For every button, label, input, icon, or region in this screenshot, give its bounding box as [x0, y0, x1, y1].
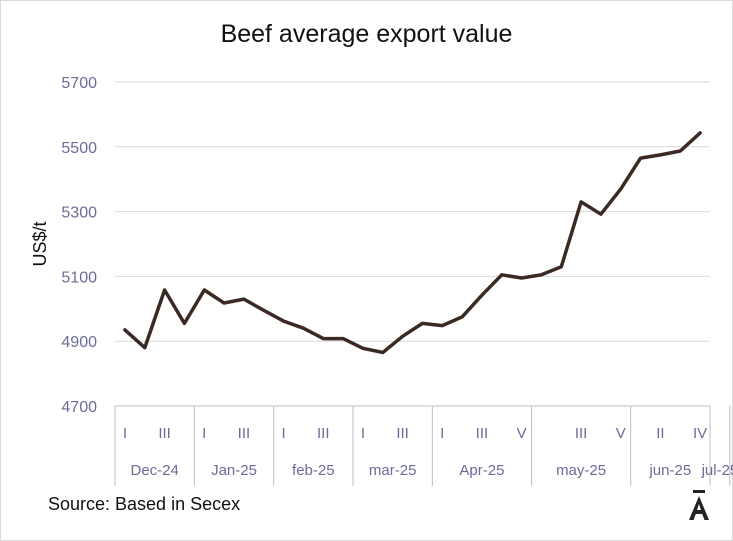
week-tick-label: III [476, 425, 489, 442]
month-tick-label: Jan-25 [211, 462, 257, 479]
y-tick-label: 5700 [61, 75, 97, 92]
month-tick-label: mar-25 [369, 462, 417, 479]
week-tick-label: V [517, 425, 527, 442]
week-tick-label: III [158, 425, 171, 442]
week-tick-label: I [281, 425, 285, 442]
week-tick-label: III [238, 425, 251, 442]
week-tick-label: I [123, 425, 127, 442]
y-tick-label: 4700 [61, 399, 97, 416]
month-tick-label: jun-25 [648, 462, 691, 479]
y-tick-label: 5100 [61, 269, 97, 286]
y-tick-label: 5500 [61, 140, 97, 157]
week-tick-label: I [440, 425, 444, 442]
y-tick-label: 5300 [61, 205, 97, 222]
month-tick-label: may-25 [556, 462, 606, 479]
week-tick-label: II [656, 425, 664, 442]
week-tick-label: III [317, 425, 330, 442]
series-layer [125, 133, 700, 353]
week-tick-label: III [396, 425, 409, 442]
brand-logo [686, 488, 712, 522]
gridlines [115, 82, 710, 341]
week-tick-label: V [616, 425, 626, 442]
week-tick-label: I [202, 425, 206, 442]
week-tick-label: III [575, 425, 588, 442]
month-tick-label: Apr-25 [459, 462, 504, 479]
month-tick-label: jul-25 [701, 462, 733, 479]
month-tick-label: feb-25 [292, 462, 335, 479]
y-axis-label: US$/t [30, 221, 50, 266]
x-axis [115, 406, 730, 486]
month-tick-label: Dec-24 [130, 462, 178, 479]
week-tick-label: I [361, 425, 365, 442]
y-tick-label: 4900 [61, 334, 97, 351]
y-axis-ticks: 4700 4900 5100 5300 5500 5700 [61, 75, 97, 416]
series-line [125, 133, 700, 353]
source-note: Source: Based in Secex [48, 494, 240, 515]
week-tick-label: IV [693, 425, 707, 442]
